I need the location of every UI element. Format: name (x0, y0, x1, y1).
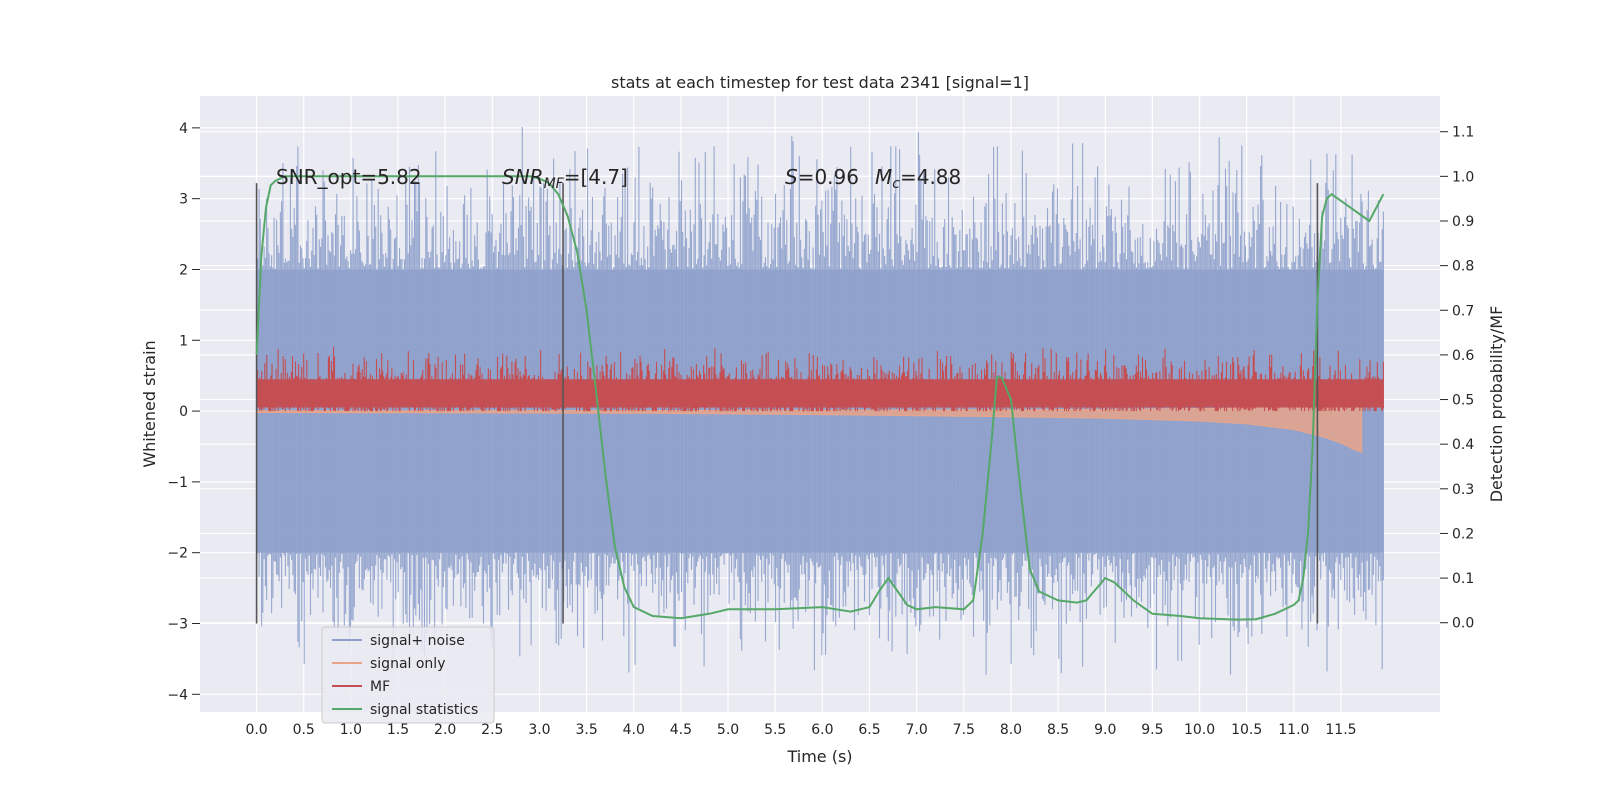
legend-label-mf: MF (370, 679, 390, 695)
annotation-snr-opt: SNR_opt=5.82 (276, 165, 422, 189)
y2-tick-label-0-7: 0.7 (1452, 303, 1474, 319)
x-tick-label-1-5: 1.5 (387, 722, 409, 738)
plot-content (255, 127, 1385, 675)
x-tick-label-6-0: 6.0 (811, 722, 833, 738)
y-tick-label-0: 0 (179, 404, 188, 420)
x-tick-label-8-5: 8.5 (1047, 722, 1069, 738)
annotation-snr-mf: SNRMF=[4.7] (502, 165, 628, 192)
x-tick-label-9-0: 9.0 (1094, 722, 1116, 738)
y2-axis-label: Detection probability/MF (1487, 306, 1506, 503)
x-tick-label-1-0: 1.0 (340, 722, 362, 738)
legend-label-signal-only: signal only (370, 656, 445, 672)
x-tick-label-0-0: 0.0 (245, 722, 267, 738)
legend: signal+ noise signal only MF signal stat… (321, 626, 495, 724)
annotation-s-value: =0.96 (798, 165, 859, 189)
x-tick-label-11-0: 11.0 (1278, 722, 1309, 738)
y2-tick-label-0-4: 0.4 (1452, 437, 1474, 453)
y2-tick-label-1-1: 1.1 (1452, 125, 1474, 141)
x-tick-label-5-5: 5.5 (764, 722, 786, 738)
y2-axis-ticks: 0.0 0.1 0.2 0.3 0.4 0.5 0.6 0.7 0.8 0.9 1.0 1.1 (1440, 125, 1474, 632)
series-signal-statistics (255, 175, 1385, 621)
y-tick-label-1: −1 (167, 475, 188, 491)
y2-tick-label-0-2: 0.2 (1452, 526, 1474, 542)
annotation-snr-mf-symbol: SNR (502, 165, 544, 189)
y2-tick-label-1-0: 1.0 (1452, 169, 1474, 185)
y-tick-label-3: 3 (179, 192, 188, 208)
y-tick-label-4: −4 (167, 687, 188, 703)
annotation-mc-value: =4.88 (900, 165, 961, 189)
y2-tick-label-0-3: 0.3 (1452, 482, 1474, 498)
annotation-s-symbol: S (785, 165, 798, 189)
x-tick-label-5-0: 5.0 (717, 722, 739, 738)
x-axis-label: Time (s) (786, 747, 852, 766)
x-tick-label-11-5: 11.5 (1325, 722, 1356, 738)
annotation-s: S=0.96 Mc=4.88 (785, 165, 961, 192)
x-tick-label-3-5: 3.5 (575, 722, 597, 738)
annotation-snr-mf-subscript: MF (544, 176, 565, 192)
x-tick-label-3-0: 3.0 (528, 722, 550, 738)
y2-tick-label-0-9: 0.9 (1452, 214, 1474, 230)
y-tick-label-2: 2 (179, 262, 188, 278)
y-tick-label-1: 1 (179, 333, 188, 349)
x-tick-label-9-5: 9.5 (1141, 722, 1163, 738)
x-axis-ticks: 0.0 0.5 1.0 1.5 2.0 2.5 3.0 3.5 4.0 4.5 5.0 5.5 6.0 6… (245, 722, 1356, 738)
chart-title: stats at each timestep for test data 234… (611, 73, 1029, 92)
x-tick-label-10-0: 10.0 (1184, 722, 1215, 738)
x-tick-label-2-5: 2.5 (481, 722, 503, 738)
annotation-mc-subscript: c (892, 176, 900, 192)
y-tick-label-3: −3 (167, 616, 188, 632)
y-tick-label-2: −2 (167, 546, 188, 562)
y-tick-label-4: 4 (179, 121, 188, 137)
x-tick-label-4-0: 4.0 (623, 722, 645, 738)
series-mf (256, 346, 1384, 412)
y-axis-label: Whitened strain (140, 340, 159, 467)
x-tick-label-10-5: 10.5 (1231, 722, 1262, 738)
x-tick-label-6-5: 6.5 (858, 722, 880, 738)
y2-tick-label-0-1: 0.1 (1452, 571, 1474, 587)
y-axis-ticks: −4 −3 −2 −1 0 1 2 3 4 (167, 121, 200, 703)
y2-tick-label-0-5: 0.5 (1452, 393, 1474, 409)
x-tick-label-7-0: 7.0 (906, 722, 928, 738)
x-tick-label-7-5: 7.5 (953, 722, 975, 738)
y2-tick-label-0-6: 0.6 (1452, 348, 1474, 364)
legend-box (321, 626, 495, 724)
x-tick-label-8-0: 8.0 (1000, 722, 1022, 738)
y2-tick-label-0-8: 0.8 (1452, 259, 1474, 275)
annotation-mc-symbol: M (875, 165, 892, 189)
legend-label-signal-statistics: signal statistics (370, 702, 478, 718)
vertical-markers (255, 183, 1319, 624)
legend-label-signal-noise: signal+ noise (370, 633, 465, 649)
x-tick-label-4-5: 4.5 (670, 722, 692, 738)
annotation-snr-mf-value: =[4.7] (564, 165, 628, 189)
x-tick-label-0-5: 0.5 (293, 722, 315, 738)
x-tick-label-2-0: 2.0 (434, 722, 456, 738)
y2-tick-label-0-0: 0.0 (1452, 616, 1474, 632)
